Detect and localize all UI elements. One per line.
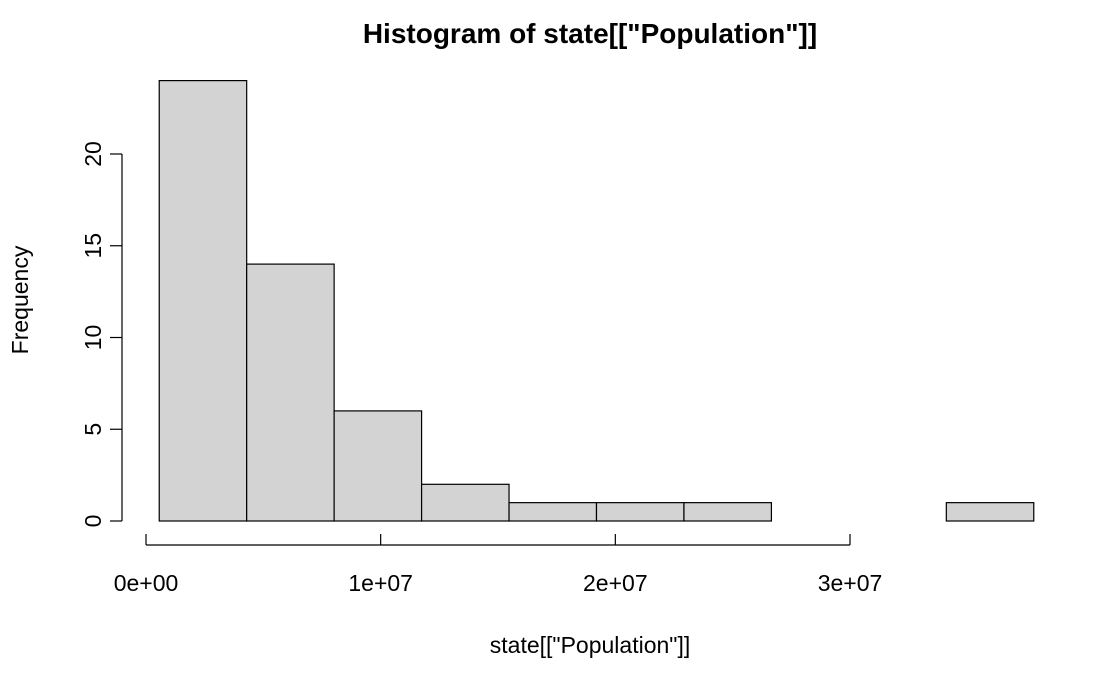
bars-group xyxy=(158,79,1035,522)
x-tick-label-2e+07: 2e+07 xyxy=(583,570,648,596)
y-axis-label: Frequency xyxy=(7,245,33,354)
x-axis: 0e+00 1e+07 2e+07 3e+07 xyxy=(114,534,883,596)
x-tick-label-0e+00: 0e+00 xyxy=(114,570,179,596)
histogram-bar-4 xyxy=(508,502,598,522)
x-axis-label: state[["Population"]] xyxy=(490,632,690,658)
y-tick-label-5: 5 xyxy=(80,423,106,436)
x-tick-label-1e+07: 1e+07 xyxy=(348,570,413,596)
x-tick-label-3e+07: 3e+07 xyxy=(818,570,883,596)
chart-title: Histogram of state[["Population"]] xyxy=(363,18,817,49)
y-tick-label-15: 15 xyxy=(80,233,106,259)
histogram-bar-9 xyxy=(945,502,1035,522)
y-tick-label-20: 20 xyxy=(80,141,106,167)
histogram-bar-5 xyxy=(595,502,685,522)
histogram-bar-2 xyxy=(333,410,423,522)
y-axis: 0 5 10 15 20 xyxy=(80,141,123,528)
histogram-bar-6 xyxy=(683,502,773,522)
histogram-bar-0 xyxy=(158,79,248,522)
y-tick-label-10: 10 xyxy=(80,325,106,351)
histogram-bar-1 xyxy=(246,263,335,522)
y-tick-label-0: 0 xyxy=(80,515,106,528)
histogram-bar-3 xyxy=(420,483,510,522)
